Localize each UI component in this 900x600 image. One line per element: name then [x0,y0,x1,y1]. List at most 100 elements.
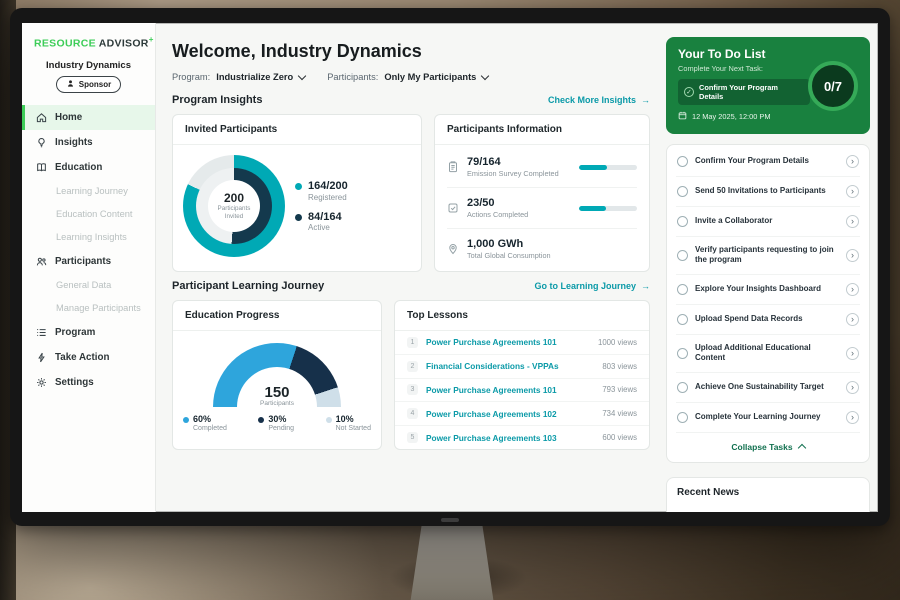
sidebar-item-learning-journey[interactable]: Learning Journey [56,186,128,196]
task-row[interactable]: Upload Spend Data Records › [676,305,860,335]
chevron-down-icon [297,71,307,80]
lesson-row: 3 Power Purchase Agreements 101 793 view… [395,379,649,403]
sidebar-item-program[interactable]: Program [22,320,155,345]
calendar-icon [678,111,687,122]
legend-dot [295,213,302,221]
lesson-link[interactable]: Power Purchase Agreements 103 [426,432,557,443]
task-row[interactable]: Explore Your Insights Dashboard › [676,275,860,305]
chevron-right-icon[interactable]: › [846,215,859,228]
progress-bar [579,205,637,211]
legend-dot [183,417,189,423]
donut-center-label: Participants Invited [217,204,251,220]
checklist-icon [447,202,459,214]
education-legend: 60% Completed 30% Pending [173,413,381,440]
sidebar-item-insights[interactable]: Insights [22,130,155,155]
sponsor-person-icon [66,79,75,90]
chevron-right-icon[interactable]: › [846,410,859,424]
todo-title: Your To Do List [678,47,766,61]
page-title: Welcome, Industry Dynamics [172,41,422,61]
task-checkbox[interactable] [677,411,688,423]
legend-item: 30% Pending [258,414,294,432]
lesson-row: 5 Power Purchase Agreements 103 600 view… [395,426,649,449]
todo-tasks-card: Confirm Your Program Details › Send 50 I… [666,144,870,463]
invited-legend: 164/200 Registered 84/164 Active [295,171,348,241]
sponsor-badge-label: Sponsor [78,79,112,89]
collapse-tasks-link[interactable]: Collapse Tasks [676,433,860,462]
legend-item: 164/200 Registered [295,180,348,202]
sidebar-nav: Home Insights Education Learning Journey… [22,104,155,395]
recent-news-title: Recent News [677,487,740,498]
sidebar-item-label: Program [55,326,96,338]
task-row[interactable]: Confirm Your Program Details › [676,147,860,177]
check-more-insights-link[interactable]: Check More Insights → [547,95,650,105]
sidebar-item-take-action[interactable]: Take Action [22,345,155,370]
lesson-row: 4 Power Purchase Agreements 102 734 view… [395,402,649,427]
sponsor-badge[interactable]: Sponsor [55,75,122,93]
main-content: Welcome, Industry Dynamics Program: Indu… [156,23,662,512]
task-checkbox[interactable] [677,156,688,167]
recent-news-card: Recent News [666,477,870,512]
monitor-stand [410,522,494,600]
invited-participants-card: Invited Participants 200 Participants In… [172,114,422,272]
participants-information-card: Participants Information 79/164 Emission… [434,114,650,272]
legend-dot [325,417,332,423]
task-row[interactable]: Upload Additional Educational Content › [676,335,860,373]
info-row: 1,000 GWh Total Global Consumption [447,229,637,269]
participants-filter-label: Participants: [327,72,379,82]
sidebar-item-label: Insights [55,136,93,148]
todo-panel: Your To Do List Complete Your Next Task:… [662,23,878,512]
task-checkbox[interactable] [677,283,688,295]
task-row[interactable]: Send 50 Invitations to Participants › [676,177,860,207]
lesson-link[interactable]: Power Purchase Agreements 102 [426,408,557,419]
program-insights-header: Program Insights Check More Insights → [172,94,650,106]
sidebar-item-home[interactable]: Home [22,104,155,130]
sidebar-item-education[interactable]: Education [22,155,155,180]
brand-logo: RESOURCE ADVISOR+ [22,35,155,58]
task-row[interactable]: Complete Your Learning Journey › [676,403,860,433]
task-checkbox[interactable] [677,313,688,325]
sidebar-item-general-data[interactable]: General Data [56,280,112,290]
task-checkbox[interactable] [677,249,688,261]
task-checkbox[interactable] [677,347,688,359]
chevron-right-icon[interactable]: › [846,282,859,296]
task-row[interactable]: Achieve One Sustainability Target › [676,373,860,403]
sidebar-item-participants[interactable]: Participants [22,249,155,274]
task-checkbox[interactable] [677,381,688,393]
task-row[interactable]: Verify participants requesting to join t… [676,237,860,275]
chevron-right-icon[interactable]: › [846,346,859,360]
sidebar-item-manage-participants[interactable]: Manage Participants [56,303,141,313]
go-to-learning-journey-link[interactable]: Go to Learning Journey → [534,281,650,291]
chevron-right-icon[interactable]: › [846,155,859,168]
legend-item: 60% Completed [183,414,227,432]
todo-progress-ring: 0/7 [808,61,858,111]
lesson-link[interactable]: Power Purchase Agreements 101 [426,337,557,348]
chevron-right-icon[interactable]: › [846,185,859,198]
brand-primary: RESOURCE [34,37,96,50]
education-progress-card: Education Progress 150 Participants [172,300,382,450]
lesson-link[interactable]: Power Purchase Agreements 101 [426,384,557,395]
chevron-right-icon[interactable]: › [846,248,859,262]
sidebar-item-education-content[interactable]: Education Content [56,209,133,219]
chevron-right-icon[interactable]: › [846,312,859,326]
chevron-right-icon[interactable]: › [846,380,859,394]
task-row[interactable]: Invite a Collaborator › [676,207,860,237]
monitor-frame: RESOURCE ADVISOR+ Industry Dynamics Spon… [10,8,890,526]
filters-bar: Program: Industrialize Zero Participants… [172,71,650,82]
info-row: 79/164 Emission Survey Completed [447,147,637,188]
chevron-down-icon [481,71,490,80]
next-task-pill[interactable]: ✓ Confirm Your Program Details [678,79,810,105]
sidebar-item-learning-insights[interactable]: Learning Insights [56,232,127,242]
section-title: Participant Learning Journey [172,280,325,292]
list-icon [35,327,47,338]
card-title: Education Progress [173,301,381,331]
task-checkbox[interactable] [677,216,688,227]
brand-plus: + [148,35,154,44]
location-pin-icon [447,243,459,255]
program-select[interactable]: Industrialize Zero [216,71,307,82]
education-gauge-chart: 150 Participants [213,343,341,407]
task-checkbox[interactable] [677,186,688,197]
sidebar-item-settings[interactable]: Settings [22,370,155,395]
participants-select[interactable]: Only My Participants [384,71,490,82]
lesson-link[interactable]: Financial Considerations - VPPAs [426,361,559,372]
